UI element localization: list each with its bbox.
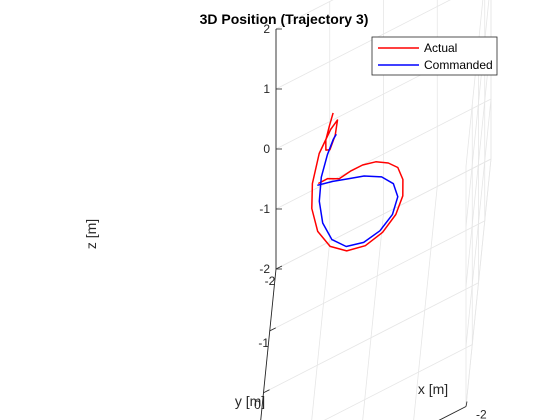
y-tick-mark — [263, 389, 270, 394]
grid-line — [465, 158, 492, 407]
y-tick-mark — [275, 265, 283, 270]
z-tick-label: -1 — [259, 202, 270, 216]
grid-line — [465, 98, 492, 347]
z-tick-label: -2 — [259, 262, 270, 276]
x-tick-label: -2 — [476, 408, 487, 420]
z-tick-label: 0 — [263, 142, 270, 156]
legend-label-commanded: Commanded — [424, 58, 493, 72]
series-line-commanded — [317, 133, 399, 248]
z-axis-label: z [m] — [83, 219, 99, 249]
grid-line — [465, 38, 492, 287]
grid-line — [311, 241, 331, 420]
z-tick-label: 1 — [263, 82, 270, 96]
grid-line — [275, 0, 334, 30]
grid-line — [413, 186, 438, 420]
y-tick-label: -1 — [258, 336, 269, 350]
x-tick-mark — [465, 401, 468, 407]
grid-line — [362, 213, 384, 420]
legend-box — [371, 36, 498, 76]
grid-line — [465, 0, 490, 227]
axes-box — [260, 28, 468, 420]
x-axis-label: x [m] — [418, 381, 448, 397]
grid-line — [275, 158, 492, 270]
grid-line — [275, 0, 451, 90]
y-axis-label: y [m] — [235, 393, 265, 409]
y-tick-label: 0 — [254, 398, 261, 412]
legend[interactable]: Actual Commanded — [371, 36, 498, 76]
plot-series — [311, 112, 404, 252]
y-tick-mark — [269, 327, 276, 332]
chart-title: 3D Position (Trajectory 3) — [200, 11, 369, 27]
z-tick-label: 2 — [263, 22, 270, 36]
legend-label-actual: Actual — [424, 41, 457, 55]
y-tick-label: -2 — [265, 274, 276, 288]
tick-labels: -2-1012210-1-2-202 — [254, 22, 487, 420]
